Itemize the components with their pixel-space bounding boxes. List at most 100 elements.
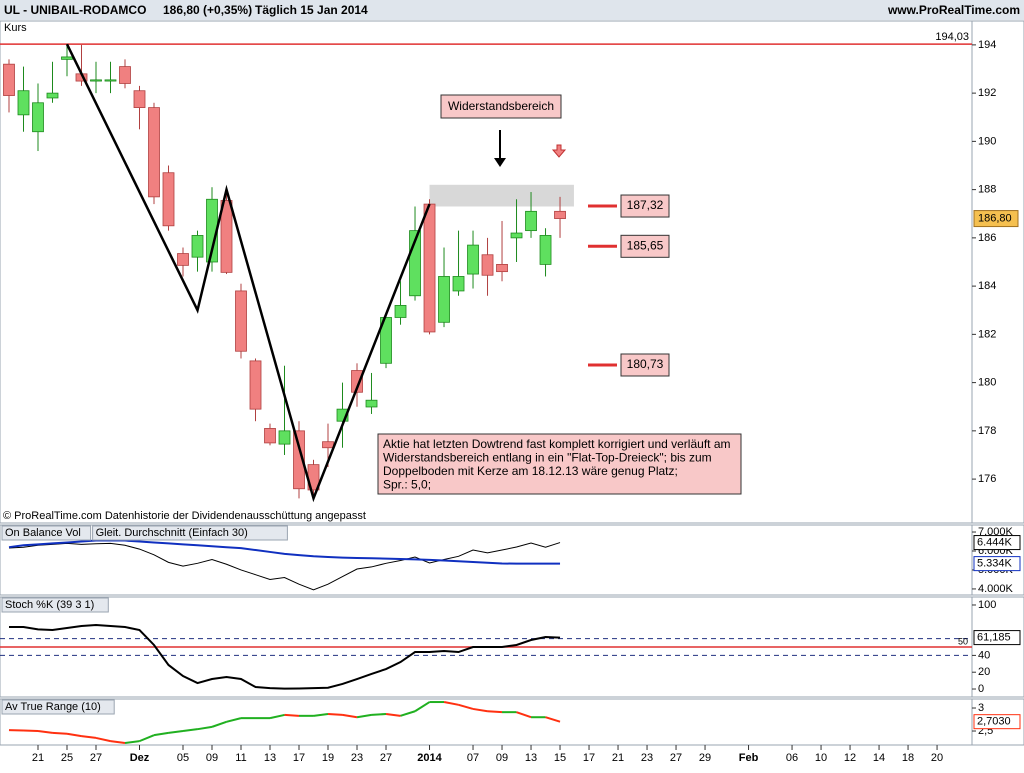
- x-tick-label: 09: [206, 752, 218, 764]
- candle-body: [119, 67, 130, 84]
- level-label: 187,32: [627, 198, 664, 212]
- candle-body: [468, 245, 479, 274]
- high-line-label: 194,03: [935, 31, 969, 43]
- x-tick-label: 29: [699, 752, 711, 764]
- annotation-line: Widerstandsbereich entlang in ein "Flat-…: [383, 451, 712, 465]
- candle-body: [395, 305, 406, 317]
- last-value-label: 6.444K: [977, 536, 1013, 548]
- symbol: UL - UNIBAIL-RODAMCO: [4, 3, 146, 17]
- x-tick-label: 07: [467, 752, 479, 764]
- candle-body: [366, 400, 377, 407]
- line-segment: [488, 711, 503, 712]
- y-tick-label: 180: [978, 377, 996, 389]
- candle-body: [61, 57, 72, 59]
- x-axis-bg: [0, 746, 1024, 768]
- last-value-label: 2,7030: [977, 716, 1011, 728]
- line-segment: [372, 714, 387, 715]
- y-tick-label: 176: [978, 473, 996, 485]
- y-tick-label: 190: [978, 135, 996, 147]
- candle-body: [453, 276, 464, 290]
- y-tick-label: 182: [978, 328, 996, 340]
- x-tick-label: 27: [380, 752, 392, 764]
- line-segment: [52, 733, 67, 734]
- header-bar: [0, 0, 1024, 20]
- x-tick-label: 20: [931, 752, 943, 764]
- x-tick-label: 17: [583, 752, 595, 764]
- candle-body: [192, 235, 203, 257]
- x-tick-label: 06: [786, 752, 798, 764]
- x-tick-label: 13: [525, 752, 537, 764]
- x-tick-label: 10: [815, 752, 827, 764]
- x-tick-label: 23: [641, 752, 653, 764]
- y-tick-label: 186: [978, 232, 996, 244]
- candle-body: [540, 235, 551, 264]
- y-tick-label: 3: [978, 702, 984, 714]
- candle-body: [105, 80, 116, 81]
- candle-body: [3, 64, 14, 95]
- quote: 186,80 (+0,35%): [163, 3, 252, 17]
- x-tick-label: 14: [873, 752, 885, 764]
- legend-entry: Stoch %K (39 3 1): [5, 599, 94, 611]
- x-tick-label: 21: [612, 752, 624, 764]
- candle-body: [265, 428, 276, 442]
- candle-body: [18, 91, 29, 115]
- x-tick-label: 27: [670, 752, 682, 764]
- resistance-zone: [430, 185, 574, 207]
- x-tick-label: Feb: [739, 752, 759, 764]
- x-tick-label: 2014: [417, 752, 442, 764]
- last-value-label: 61,185: [977, 632, 1011, 644]
- x-tick-label: 19: [322, 752, 334, 764]
- candle-body: [149, 108, 160, 197]
- candle-body: [511, 233, 522, 238]
- x-tick-label: 12: [844, 752, 856, 764]
- x-tick-label: 18: [902, 752, 914, 764]
- y-tick-label: 178: [978, 425, 996, 437]
- legend-entry: Av True Range (10): [5, 701, 101, 713]
- zone-label: Widerstandsbereich: [448, 99, 554, 113]
- last-value-label: 5.334K: [977, 558, 1013, 570]
- period: Täglich 15 Jan 2014: [255, 3, 368, 17]
- candle-body: [32, 103, 43, 132]
- candle-body: [47, 93, 58, 98]
- candle-body: [178, 254, 189, 266]
- candle-body: [221, 200, 232, 272]
- line-segment: [285, 715, 300, 716]
- y-tick-label: 40: [978, 649, 990, 661]
- candle-body: [439, 276, 450, 322]
- annotation-line: Aktie hat letzten Dowtrend fast komplett…: [383, 437, 731, 451]
- y-tick-label: 194: [978, 39, 996, 51]
- level-label: 185,65: [627, 238, 664, 252]
- candle-body: [90, 80, 101, 81]
- legend-entry: Gleit. Durchschnitt (Einfach 30): [96, 527, 248, 539]
- x-tick-label: 27: [90, 752, 102, 764]
- candle-body: [555, 211, 566, 218]
- annotation-line: Doppelboden mit Kerze am 18.12.13 wäre g…: [383, 464, 678, 478]
- candle-body: [279, 431, 290, 444]
- candle-body: [482, 255, 493, 276]
- level-label: 50: [958, 636, 968, 646]
- x-tick-label: Dez: [130, 752, 150, 764]
- site: www.ProRealTime.com: [887, 3, 1020, 17]
- x-tick-label: 05: [177, 752, 189, 764]
- x-tick-label: 25: [61, 752, 73, 764]
- y-tick-label: 100: [978, 599, 996, 611]
- y-tick-label: 0: [978, 683, 984, 695]
- legend-entry: On Balance Vol: [5, 527, 81, 539]
- last-price-label: 186,80: [978, 212, 1012, 224]
- x-tick-label: 09: [496, 752, 508, 764]
- footnote: © ProRealTime.com Datenhistorie der Divi…: [3, 510, 366, 522]
- candle-body: [134, 91, 145, 108]
- annotation-line: Spr.: 5,0;: [383, 478, 431, 492]
- x-tick-label: 23: [351, 752, 363, 764]
- candle-body: [323, 442, 334, 448]
- candle-body: [526, 211, 537, 230]
- x-tick-label: 11: [235, 752, 246, 764]
- candle-body: [250, 361, 261, 409]
- y-tick-label: 20: [978, 666, 990, 678]
- x-tick-label: 15: [554, 752, 566, 764]
- line-segment: [328, 714, 343, 715]
- level-label: 180,73: [627, 357, 664, 371]
- y-tick-label: 188: [978, 184, 996, 196]
- candle-body: [236, 291, 247, 351]
- y-tick-label: 4.000K: [978, 583, 1014, 595]
